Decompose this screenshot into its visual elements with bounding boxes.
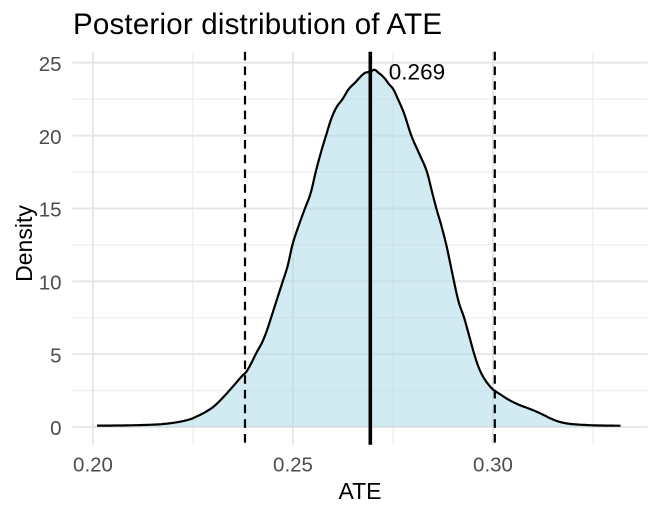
svg-text:5: 5 (50, 344, 61, 367)
svg-text:10: 10 (39, 272, 62, 295)
svg-text:0.20: 0.20 (73, 453, 113, 476)
svg-text:15: 15 (39, 199, 62, 222)
svg-text:20: 20 (39, 126, 62, 149)
svg-text:Posterior distribution of ATE: Posterior distribution of ATE (73, 8, 442, 41)
svg-text:25: 25 (39, 53, 62, 76)
svg-text:0.30: 0.30 (473, 453, 513, 476)
svg-text:0: 0 (50, 417, 61, 440)
svg-text:0.25: 0.25 (273, 453, 313, 476)
svg-text:ATE: ATE (338, 478, 381, 504)
svg-text:Density: Density (11, 205, 37, 282)
svg-text:0.269: 0.269 (389, 60, 445, 85)
